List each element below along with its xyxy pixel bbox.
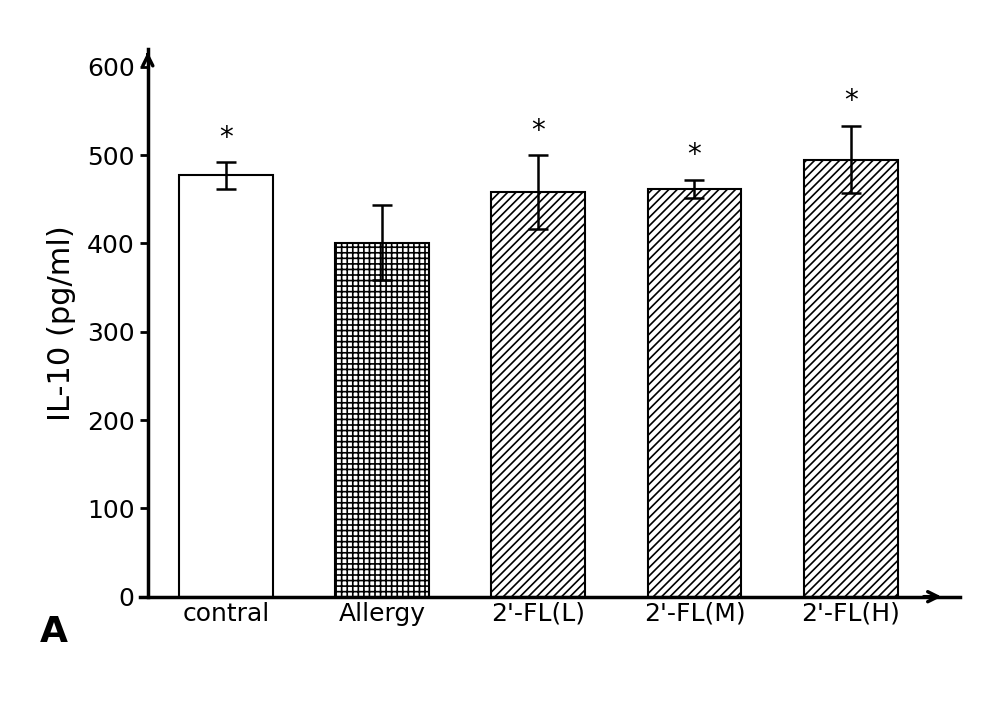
- Text: *: *: [531, 117, 545, 145]
- Bar: [335, 243, 429, 597]
- Text: A: A: [40, 615, 68, 649]
- Text: *: *: [219, 124, 233, 152]
- Bar: [179, 176, 273, 597]
- Y-axis label: IL-10 (pg/ml): IL-10 (pg/ml): [47, 225, 76, 420]
- Bar: [491, 192, 585, 597]
- Text: *: *: [688, 141, 701, 169]
- Bar: [804, 159, 898, 597]
- Bar: [648, 189, 741, 597]
- Text: *: *: [844, 87, 858, 115]
